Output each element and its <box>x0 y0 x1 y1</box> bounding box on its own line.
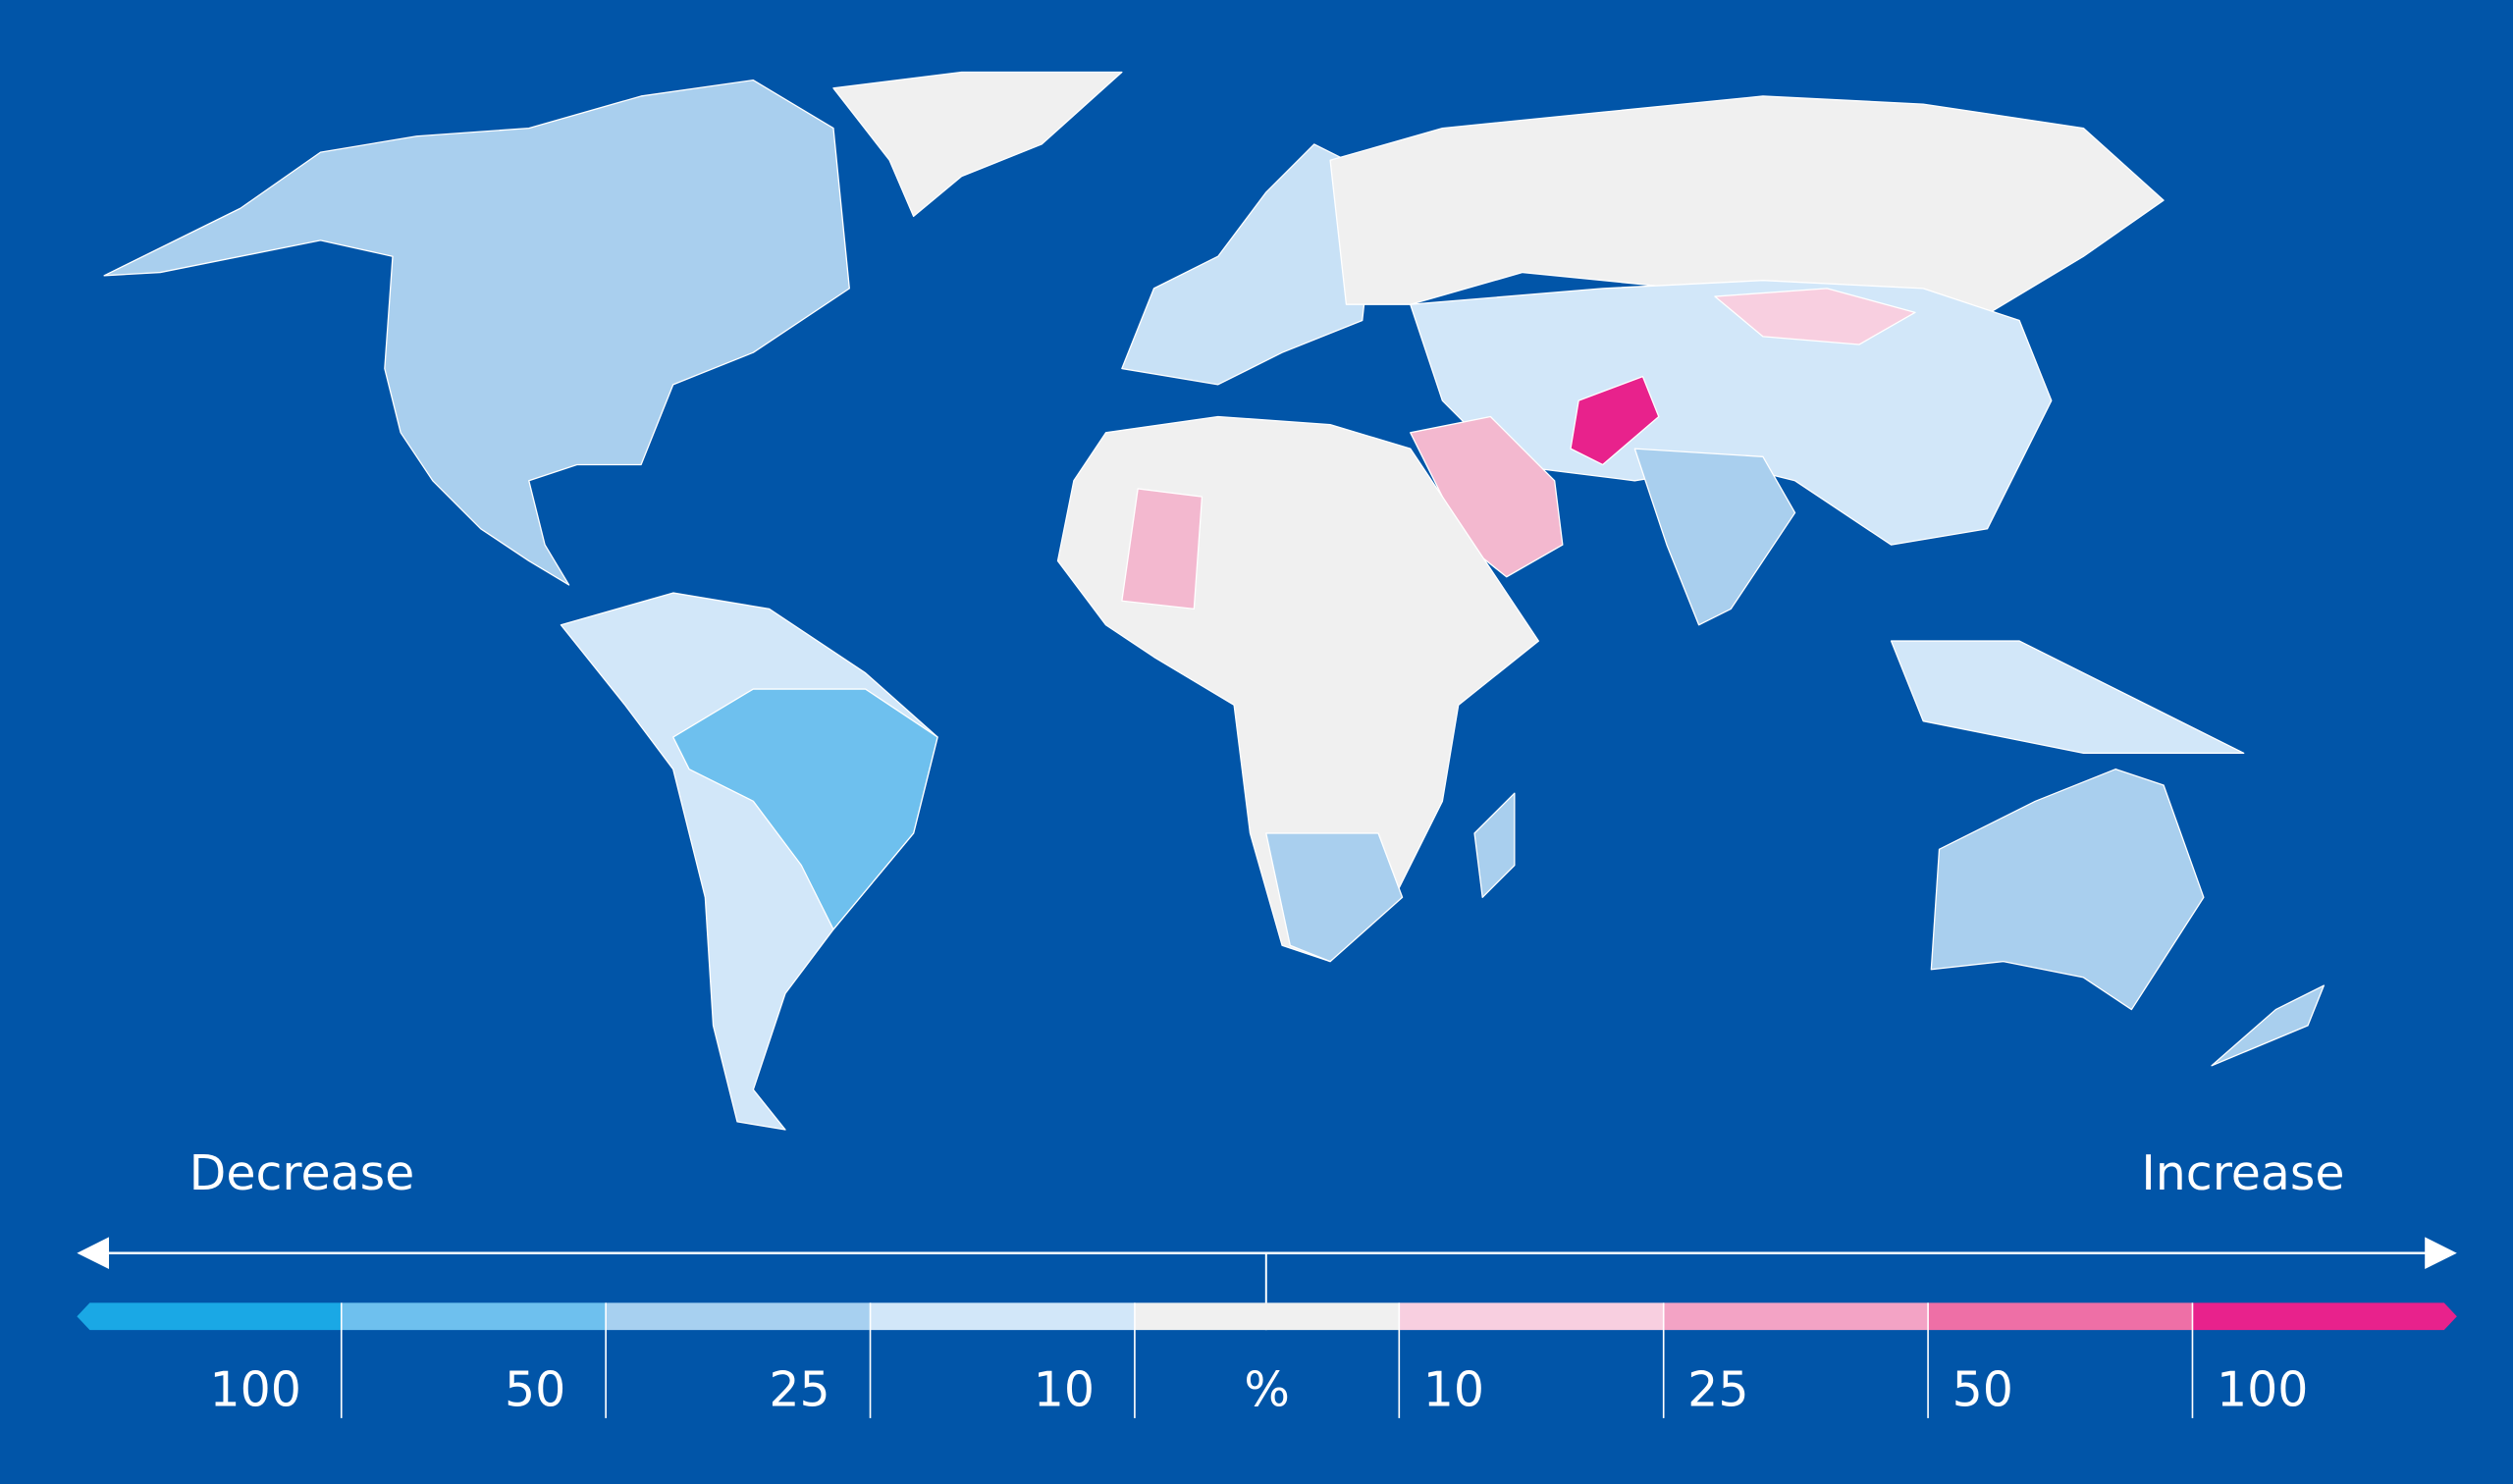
legend-label: % <box>1244 1361 1290 1417</box>
arrow-head-right <box>2425 1237 2457 1270</box>
legend-label: 10 <box>1423 1361 1484 1417</box>
russia <box>1329 95 2165 353</box>
legend-label: 10 <box>1034 1361 1095 1417</box>
new-zealand <box>2211 984 2325 1067</box>
legend-swatch <box>341 1302 607 1331</box>
legend-label: 25 <box>1687 1361 1748 1417</box>
legend-swatch <box>606 1302 871 1331</box>
southern-africa <box>1265 832 1404 963</box>
legend-label: 100 <box>2217 1361 2308 1417</box>
direction-arrow <box>77 1237 2457 1331</box>
legend-swatch <box>2192 1302 2457 1331</box>
legend-swatch <box>77 1302 342 1331</box>
mongolia <box>1714 288 1916 345</box>
north-america <box>103 79 850 586</box>
increase-label: Increase <box>2141 1145 2344 1201</box>
mali <box>1121 488 1203 610</box>
afghanistan <box>1570 376 1660 466</box>
brazil <box>672 688 938 930</box>
legend-label: 25 <box>769 1361 829 1417</box>
central-and-east-asia <box>1410 280 2053 546</box>
content: Decrease Increase 100 50 25 10% 10 25 50 100 <box>77 71 2457 1418</box>
australia <box>1930 768 2205 1011</box>
southeast-asia <box>1890 640 2245 754</box>
india <box>1633 448 1796 626</box>
greenland <box>832 71 1123 218</box>
legend-swatch <box>1663 1302 1929 1331</box>
madagascar <box>1473 792 1516 898</box>
arrow-head-left <box>77 1237 110 1270</box>
legend-label: 50 <box>1952 1361 2013 1417</box>
legend: 100 50 25 10% 10 25 50 100 <box>77 1302 2457 1418</box>
world-map <box>103 71 2325 1131</box>
legend-swatch <box>1134 1302 1400 1331</box>
legend-swatch <box>870 1302 1135 1331</box>
legend-swatch <box>1928 1302 2193 1331</box>
legend-label: 50 <box>505 1361 565 1417</box>
decrease-label: Decrease <box>189 1145 415 1201</box>
legend-swatch <box>1399 1302 1664 1331</box>
legend-label: 100 <box>209 1361 300 1417</box>
